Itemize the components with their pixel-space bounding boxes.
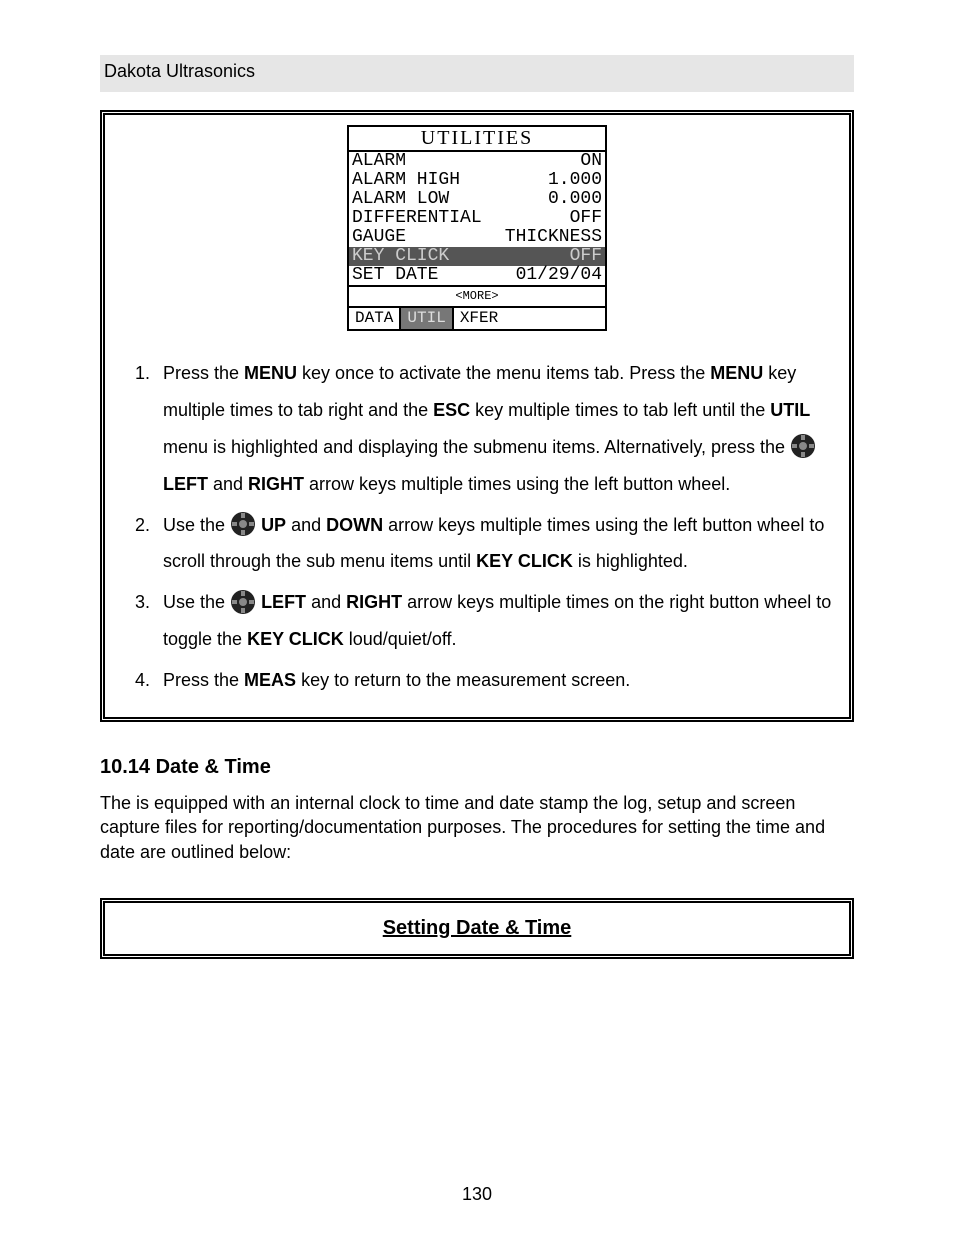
lcd-tab-util: UTIL [399,308,453,329]
section-body: The is equipped with an internal clock t… [100,791,854,864]
lcd-more: <MORE> [349,285,605,308]
lcd-row: ALARMON [349,152,605,171]
setting-title: Setting Date & Time [383,917,572,939]
step-2: Use the UP and DOWN arrow keys multiple … [155,507,835,581]
instruction-box: UTILITIES ALARMONALARM HIGH1.000ALARM LO… [100,110,854,722]
lcd-tabs: DATA UTIL XFER [349,308,605,329]
steps-list: Press the MENU key once to activate the … [121,355,835,699]
page-number: 130 [0,1184,954,1205]
lcd-row: ALARM LOW0.000 [349,190,605,209]
lcd-row: GAUGETHICKNESS [349,228,605,247]
step-4: Press the MEAS key to return to the meas… [155,662,835,699]
wheel-icon [230,511,256,537]
lcd-screen: UTILITIES ALARMONALARM HIGH1.000ALARM LO… [347,125,607,331]
lcd-tab-xfer: XFER [454,308,504,329]
setting-date-time-box: Setting Date & Time [100,898,854,959]
lcd-tab-data: DATA [349,308,399,329]
step-1: Press the MENU key once to activate the … [155,355,835,503]
lcd-row: ALARM HIGH1.000 [349,171,605,190]
wheel-icon [230,589,256,615]
lcd-row: DIFFERENTIALOFF [349,209,605,228]
lcd-row: KEY CLICKOFF [349,247,605,266]
lcd-rows: ALARMONALARM HIGH1.000ALARM LOW0.000DIFF… [349,152,605,285]
step-3: Use the LEFT and RIGHT arrow keys multip… [155,584,835,658]
section-title: 10.14 Date & Time [100,756,854,779]
wheel-icon [790,433,816,459]
lcd-row: SET DATE01/29/04 [349,266,605,285]
page-header: Dakota Ultrasonics [100,55,854,92]
lcd-title: UTILITIES [349,127,605,152]
